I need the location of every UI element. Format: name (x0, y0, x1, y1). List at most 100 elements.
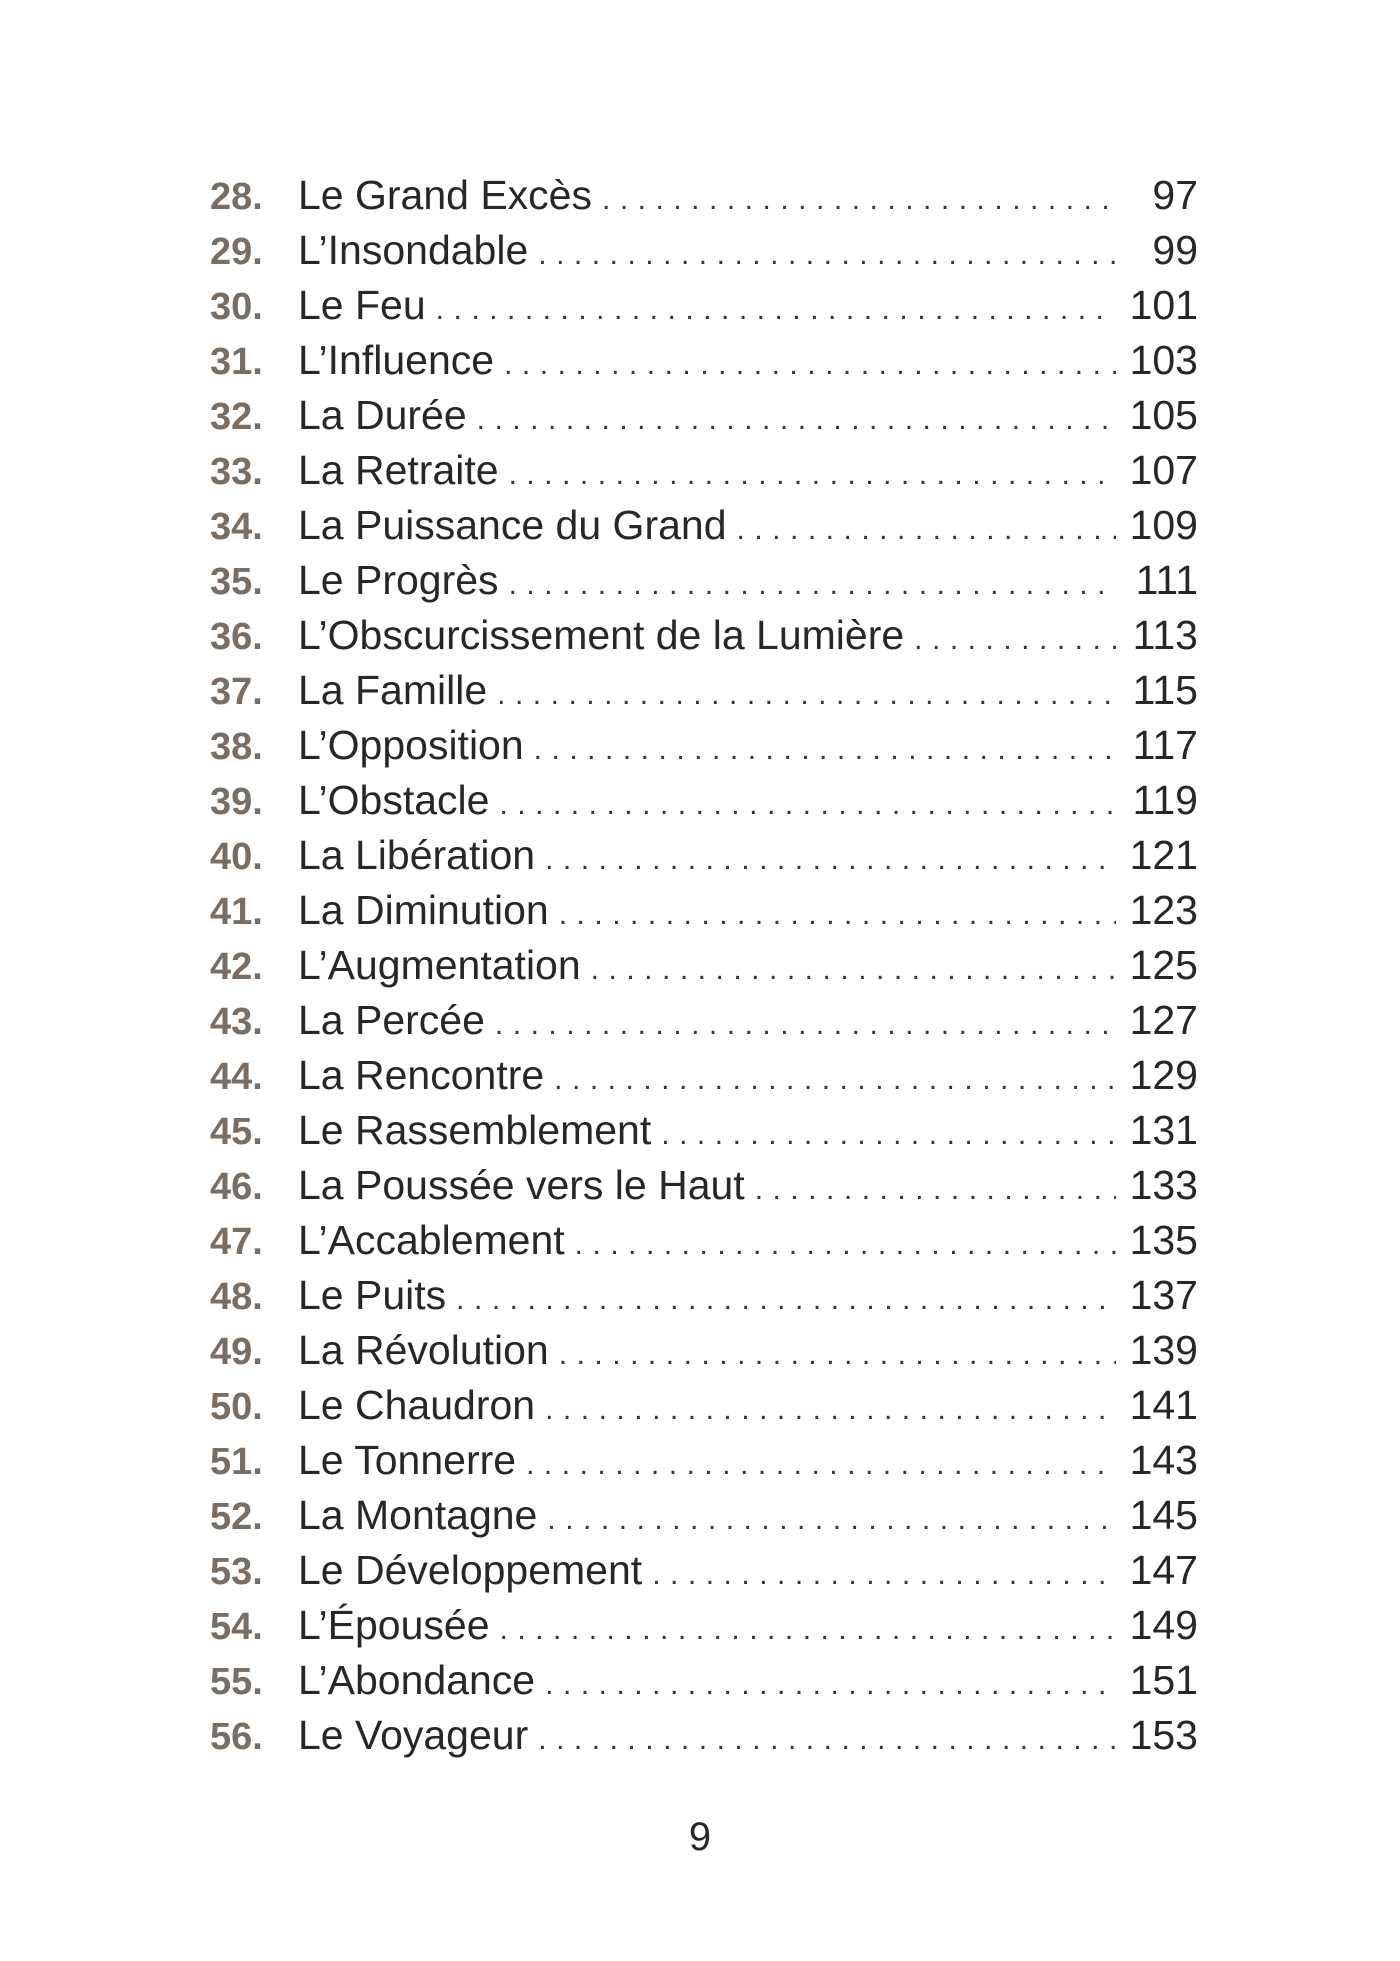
entry-title: Le Développement (298, 1547, 643, 1593)
toc-entry: 49. La Révolution........................… (210, 1327, 1198, 1382)
toc-entry: 29. L’Insondable.........................… (210, 227, 1198, 282)
entry-title: L’Épousée (298, 1602, 490, 1648)
toc-entry: 51. Le Tonnerre..........................… (210, 1437, 1198, 1492)
dot-leader: ........................................… (526, 1448, 1116, 1481)
table-of-contents: 28. Le Grand Excès.......................… (210, 172, 1198, 1767)
entry-title: La Poussée vers le Haut (298, 1162, 745, 1208)
entry-number: 40. (210, 836, 263, 878)
entry-number: 51. (210, 1441, 263, 1483)
entry-page: 147 (1129, 1547, 1198, 1593)
toc-entry: 28. Le Grand Excès.......................… (210, 172, 1198, 227)
entry-number: 49. (210, 1331, 263, 1373)
dot-leader: ........................................… (504, 348, 1116, 381)
entry-title: L’Accablement (298, 1217, 565, 1263)
dot-leader: ........................................… (538, 1723, 1116, 1756)
toc-entry: 40. La Libération........................… (210, 832, 1198, 887)
entry-number: 37. (210, 671, 263, 713)
toc-entry: 54. L’Épousée............................… (210, 1602, 1198, 1657)
entry-page: 127 (1129, 997, 1198, 1043)
dot-leader: ........................................… (754, 1173, 1116, 1206)
entry-page: 137 (1129, 1272, 1198, 1318)
entry-page: 101 (1129, 282, 1198, 328)
dot-leader: ........................................… (558, 1338, 1116, 1371)
entry-title: Le Grand Excès (298, 172, 592, 218)
entry-title: L’Augmentation (298, 942, 581, 988)
entry-number: 48. (210, 1276, 263, 1318)
entry-title: La Famille (298, 667, 488, 713)
toc-entry: 33. La Retraite..........................… (210, 447, 1198, 502)
entry-number: 52. (210, 1496, 263, 1538)
toc-entry: 38. L’Opposition.........................… (210, 722, 1198, 777)
dot-leader: ........................................… (547, 1503, 1116, 1536)
toc-entry: 46. La Poussée vers le Haut..............… (210, 1162, 1198, 1217)
dot-leader: ........................................… (652, 1558, 1116, 1591)
dot-leader: ........................................… (558, 898, 1116, 931)
entry-title: L’Obscurcissement de la Lumière (298, 612, 905, 658)
toc-entry: 32. La Durée.............................… (210, 392, 1198, 447)
entry-number: 55. (210, 1661, 263, 1703)
entry-number: 45. (210, 1111, 263, 1153)
toc-entry: 47. L’Accablement........................… (210, 1217, 1198, 1272)
entry-title: La Durée (298, 392, 467, 438)
toc-entry: 41. La Diminution........................… (210, 887, 1198, 942)
entry-title: La Diminution (298, 887, 549, 933)
entry-page: 109 (1129, 502, 1198, 548)
entry-page: 139 (1129, 1327, 1198, 1373)
toc-entry: 31. L’Influence..........................… (210, 337, 1198, 392)
entry-title: L’Obstacle (298, 777, 490, 823)
entry-title: La Montagne (298, 1492, 538, 1538)
entry-number: 47. (210, 1221, 263, 1263)
entry-page: 143 (1129, 1437, 1198, 1483)
dot-leader: ........................................… (545, 1393, 1116, 1426)
dot-leader: ........................................… (574, 1228, 1116, 1261)
entry-page: 129 (1129, 1052, 1198, 1098)
entry-number: 56. (210, 1716, 263, 1758)
entry-number: 53. (210, 1551, 263, 1593)
toc-entry: 53. Le Développement.....................… (210, 1547, 1198, 1602)
entry-title: La Rencontre (298, 1052, 545, 1098)
entry-page: 97 (1152, 172, 1198, 218)
dot-leader: ........................................… (545, 1668, 1116, 1701)
entry-number: 54. (210, 1606, 263, 1648)
entry-page: 99 (1152, 227, 1198, 273)
dot-leader: ........................................… (508, 568, 1116, 601)
entry-page: 119 (1132, 777, 1198, 823)
dot-leader: ........................................… (590, 953, 1116, 986)
entry-page: 145 (1129, 1492, 1198, 1538)
entry-number: 35. (210, 561, 263, 603)
entry-title: Le Chaudron (298, 1382, 536, 1428)
entry-page: 117 (1132, 722, 1198, 768)
entry-number: 32. (210, 396, 263, 438)
dot-leader: ........................................… (545, 843, 1116, 876)
entry-page: 131 (1129, 1107, 1198, 1153)
toc-entry: 48. Le Puits.............................… (210, 1272, 1198, 1327)
entry-number: 30. (210, 286, 263, 328)
entry-title: La Percée (298, 997, 485, 1043)
entry-number: 43. (210, 1001, 263, 1043)
entry-page: 133 (1129, 1162, 1198, 1208)
entry-number: 42. (210, 946, 263, 988)
entry-page: 149 (1129, 1602, 1198, 1648)
toc-entry: 37. La Famille...........................… (210, 667, 1198, 722)
entry-page: 111 (1135, 557, 1198, 603)
entry-title: Le Puits (298, 1272, 447, 1318)
entry-title: L’Insondable (298, 227, 529, 273)
entry-number: 39. (210, 781, 263, 823)
entry-number: 31. (210, 341, 263, 383)
dot-leader: ........................................… (554, 1063, 1116, 1096)
entry-number: 36. (210, 616, 263, 658)
entry-page: 107 (1129, 447, 1198, 493)
entry-number: 34. (210, 506, 263, 548)
dot-leader: ........................................… (736, 513, 1117, 546)
entry-title: Le Voyageur (298, 1712, 529, 1758)
dot-leader: ........................................… (499, 788, 1116, 821)
dot-leader: ........................................… (914, 623, 1116, 656)
dot-leader: ........................................… (499, 1613, 1116, 1646)
toc-entry: 34. La Puissance du Grand................… (210, 502, 1198, 557)
entry-title: La Puissance du Grand (298, 502, 727, 548)
toc-entry: 55. L’Abondance..........................… (210, 1657, 1198, 1712)
entry-title: La Retraite (298, 447, 499, 493)
entry-number: 44. (210, 1056, 263, 1098)
entry-number: 50. (210, 1386, 263, 1428)
dot-leader: ........................................… (494, 1008, 1116, 1041)
